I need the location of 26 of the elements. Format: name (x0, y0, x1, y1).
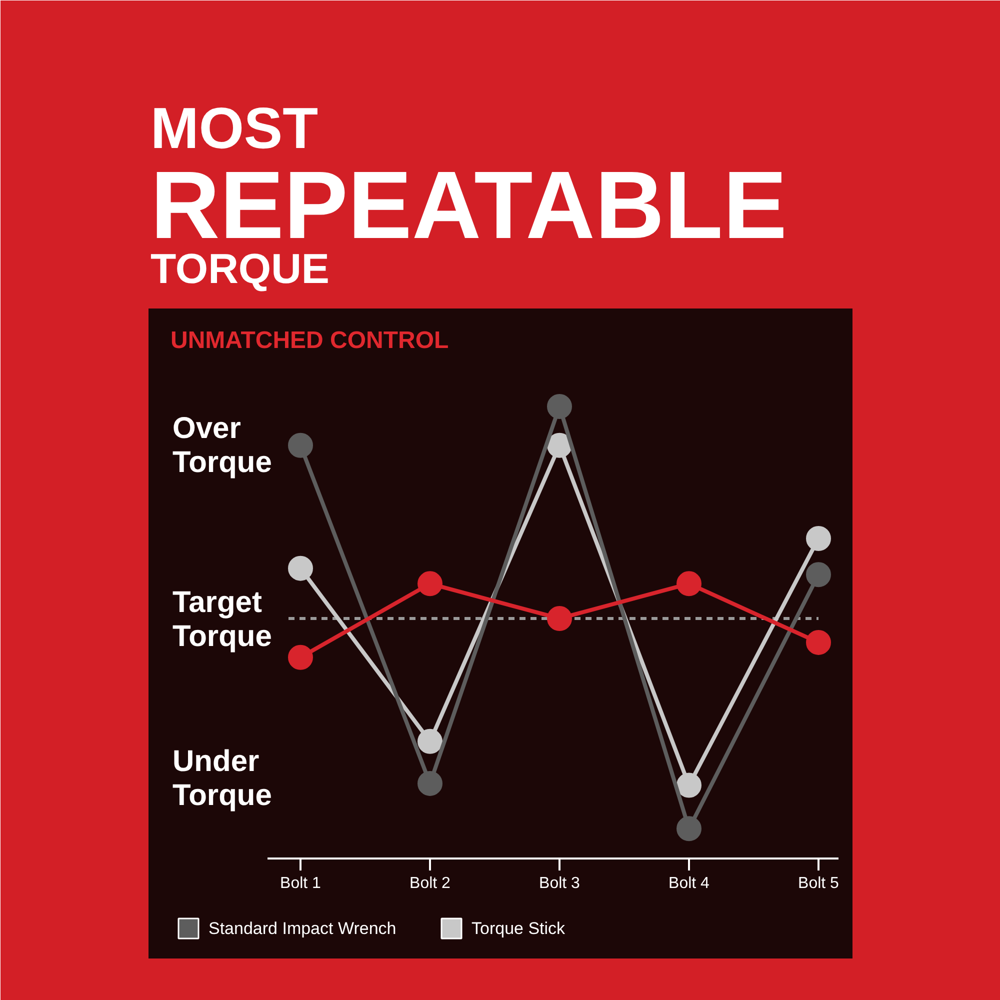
point (676, 571, 702, 596)
x-tick-label: Bolt 1 (280, 875, 322, 892)
point (547, 394, 572, 419)
point (288, 432, 313, 458)
point (676, 816, 702, 842)
point (418, 728, 442, 754)
x-tick-label: Bolt 3 (539, 875, 580, 892)
point (418, 770, 442, 796)
chart-title: MOST REPEATABLE TORQUE (150, 96, 787, 292)
x-tick-label: Bolt 4 (668, 875, 710, 892)
chart-subtitle: UNMATCHED CONTROL (170, 327, 449, 354)
legend-label: Standard Impact Wrench (208, 919, 396, 938)
point (288, 644, 313, 670)
point (418, 571, 442, 596)
text: Under Torque (172, 745, 272, 812)
point (806, 526, 831, 551)
legend-label: Torque Stick (472, 919, 566, 938)
x-tick-label: Bolt 2 (410, 875, 451, 892)
ref-line-label: Target Torque (172, 586, 272, 653)
point (806, 630, 831, 655)
point (676, 772, 702, 798)
point (288, 556, 313, 581)
point (547, 606, 572, 631)
point (806, 562, 831, 588)
x-tick-label: Bolt 5 (798, 875, 840, 892)
text: Over Torque (172, 412, 272, 479)
